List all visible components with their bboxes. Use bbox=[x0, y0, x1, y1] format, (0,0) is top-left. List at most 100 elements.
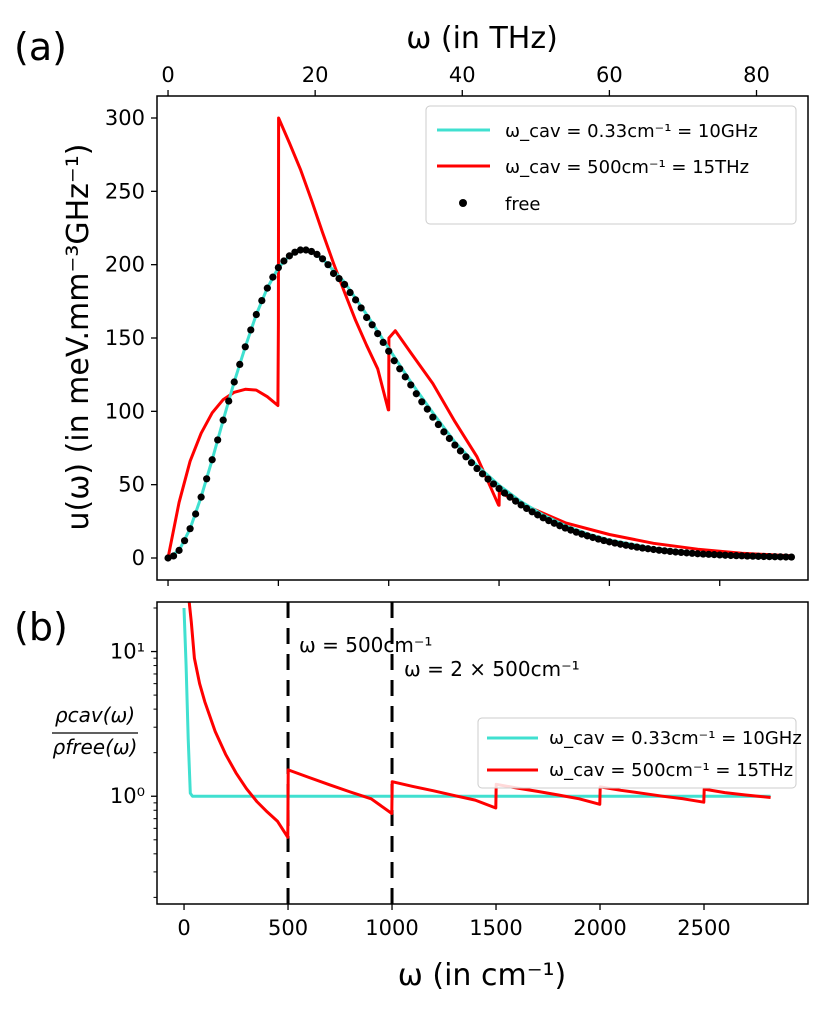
a-free-point bbox=[727, 551, 735, 560]
panel-a-axes: 0 50 100 150 200 250 300 0 20 40 60 80 bbox=[105, 63, 770, 586]
b-xtick-label-2000: 2000 bbox=[573, 916, 626, 940]
a-free-point bbox=[203, 475, 211, 483]
a-free-point bbox=[318, 255, 327, 263]
b-ytick-label-10: 10¹ bbox=[110, 640, 145, 664]
a-free-point bbox=[340, 280, 349, 289]
a-free-point bbox=[594, 535, 602, 543]
a-free-point bbox=[550, 519, 558, 527]
a-free-point bbox=[192, 510, 200, 518]
b-xtick-label-2500: 2500 bbox=[677, 916, 730, 940]
legend-b: ω_cav = 0.33cm⁻¹ = 10GHz ω_cav = 500cm⁻¹… bbox=[477, 717, 802, 789]
a-free-point bbox=[683, 549, 691, 557]
a-free-point bbox=[412, 390, 420, 398]
b-xtick-label-500: 500 bbox=[268, 916, 308, 940]
a-free-point bbox=[754, 552, 762, 560]
a-free-point bbox=[390, 357, 398, 365]
panel-a-frame bbox=[156, 95, 809, 581]
legend-a: ω_cav = 0.33cm⁻¹ = 10GHz ω_cav = 500cm⁻¹… bbox=[425, 105, 797, 225]
b-ytick-label-1: 10⁰ bbox=[110, 784, 145, 808]
a-free-point bbox=[655, 546, 663, 554]
panel-b-label: (b) bbox=[14, 605, 68, 649]
annotation-1000: ω = 2 × 500cm⁻¹ bbox=[404, 657, 580, 681]
a-free-point bbox=[164, 554, 172, 562]
a-free-point bbox=[771, 553, 779, 561]
a-ytick-label-100: 100 bbox=[105, 399, 145, 423]
a-free-point bbox=[335, 275, 343, 283]
a-free-point bbox=[738, 552, 746, 560]
a-free-point bbox=[765, 553, 773, 561]
a-free-point bbox=[269, 273, 277, 281]
a-free-point bbox=[368, 321, 376, 329]
a-free-point bbox=[418, 398, 426, 406]
a-free-point bbox=[611, 539, 619, 547]
a-free-point bbox=[225, 397, 233, 405]
a-free-point bbox=[324, 261, 332, 269]
a-free-point bbox=[545, 517, 553, 525]
a-free-point bbox=[379, 338, 387, 346]
y-axis-label-a: u(ω) (in meV.mm⁻³GHz⁻¹) bbox=[61, 144, 96, 531]
a-free-point bbox=[467, 459, 476, 467]
a-free-point bbox=[572, 528, 580, 536]
a-free-point bbox=[252, 310, 260, 319]
a-top-tick-label-60: 60 bbox=[596, 63, 623, 87]
a-free-point bbox=[776, 553, 785, 561]
a-free-point bbox=[473, 464, 481, 473]
a-free-point bbox=[517, 501, 525, 509]
legend-b-label-1: ω_cav = 500cm⁻¹ = 15THz bbox=[549, 760, 793, 781]
a-free-point bbox=[578, 530, 586, 538]
a-free-point bbox=[567, 526, 575, 534]
a-free-point bbox=[440, 428, 448, 436]
a-free-point bbox=[506, 493, 514, 501]
a-free-point bbox=[280, 257, 288, 265]
a-free-point bbox=[434, 420, 442, 429]
a-top-tick-label-40: 40 bbox=[449, 63, 476, 87]
legend-b-label-0: ω_cav = 0.33cm⁻¹ = 10GHz bbox=[549, 728, 802, 749]
a-free-point bbox=[699, 550, 707, 558]
a-ytick-label-200: 200 bbox=[105, 253, 145, 277]
a-ytick-label-0: 0 bbox=[132, 546, 145, 570]
legend-a-swatch-2 bbox=[459, 199, 467, 207]
a-ytick-label-150: 150 bbox=[105, 326, 145, 350]
a-free-point bbox=[302, 246, 310, 254]
a-free-point bbox=[633, 543, 641, 551]
a-free-point bbox=[495, 485, 503, 493]
a-free-point bbox=[484, 475, 492, 483]
a-free-point bbox=[208, 456, 216, 464]
a-free-point bbox=[175, 546, 183, 554]
a-free-point bbox=[534, 511, 542, 519]
a-free-point bbox=[363, 313, 371, 322]
a-free-point bbox=[274, 264, 282, 272]
a-free-point bbox=[423, 405, 431, 413]
a-free-point bbox=[478, 470, 487, 478]
a-free-point bbox=[528, 508, 536, 516]
a-ytick-label-50: 50 bbox=[118, 473, 145, 497]
a-series-10ghz-line bbox=[167, 248, 791, 560]
a-free-point bbox=[638, 544, 647, 552]
a-free-point bbox=[782, 553, 790, 561]
b-xtick-label-1500: 1500 bbox=[469, 916, 522, 940]
a-free-point bbox=[313, 250, 321, 258]
a-free-point bbox=[329, 269, 338, 278]
legend-a-box bbox=[425, 105, 797, 225]
a-free-point bbox=[489, 480, 498, 488]
a-free-point bbox=[456, 447, 465, 455]
panel-a-plot bbox=[164, 116, 796, 562]
a-free-point bbox=[627, 542, 636, 550]
a-top-tick-label-0: 0 bbox=[161, 63, 174, 87]
a-free-point bbox=[556, 522, 564, 530]
legend-a-label-1: ω_cav = 500cm⁻¹ = 15THz bbox=[505, 157, 749, 178]
a-free-point bbox=[605, 538, 613, 546]
a-free-point bbox=[197, 493, 205, 501]
a-free-point bbox=[716, 551, 724, 559]
annotation-500: ω = 500cm⁻¹ bbox=[299, 633, 432, 657]
a-free-point bbox=[241, 343, 249, 351]
a-free-point bbox=[385, 347, 393, 355]
a-free-point bbox=[649, 545, 658, 554]
a-top-tick-label-20: 20 bbox=[302, 63, 329, 87]
a-free-point bbox=[721, 551, 729, 559]
a-free-point bbox=[451, 441, 459, 449]
a-free-point bbox=[512, 497, 520, 505]
a-free-point bbox=[688, 549, 696, 557]
a-free-point bbox=[760, 552, 768, 561]
panel-b-plot bbox=[182, 602, 771, 904]
